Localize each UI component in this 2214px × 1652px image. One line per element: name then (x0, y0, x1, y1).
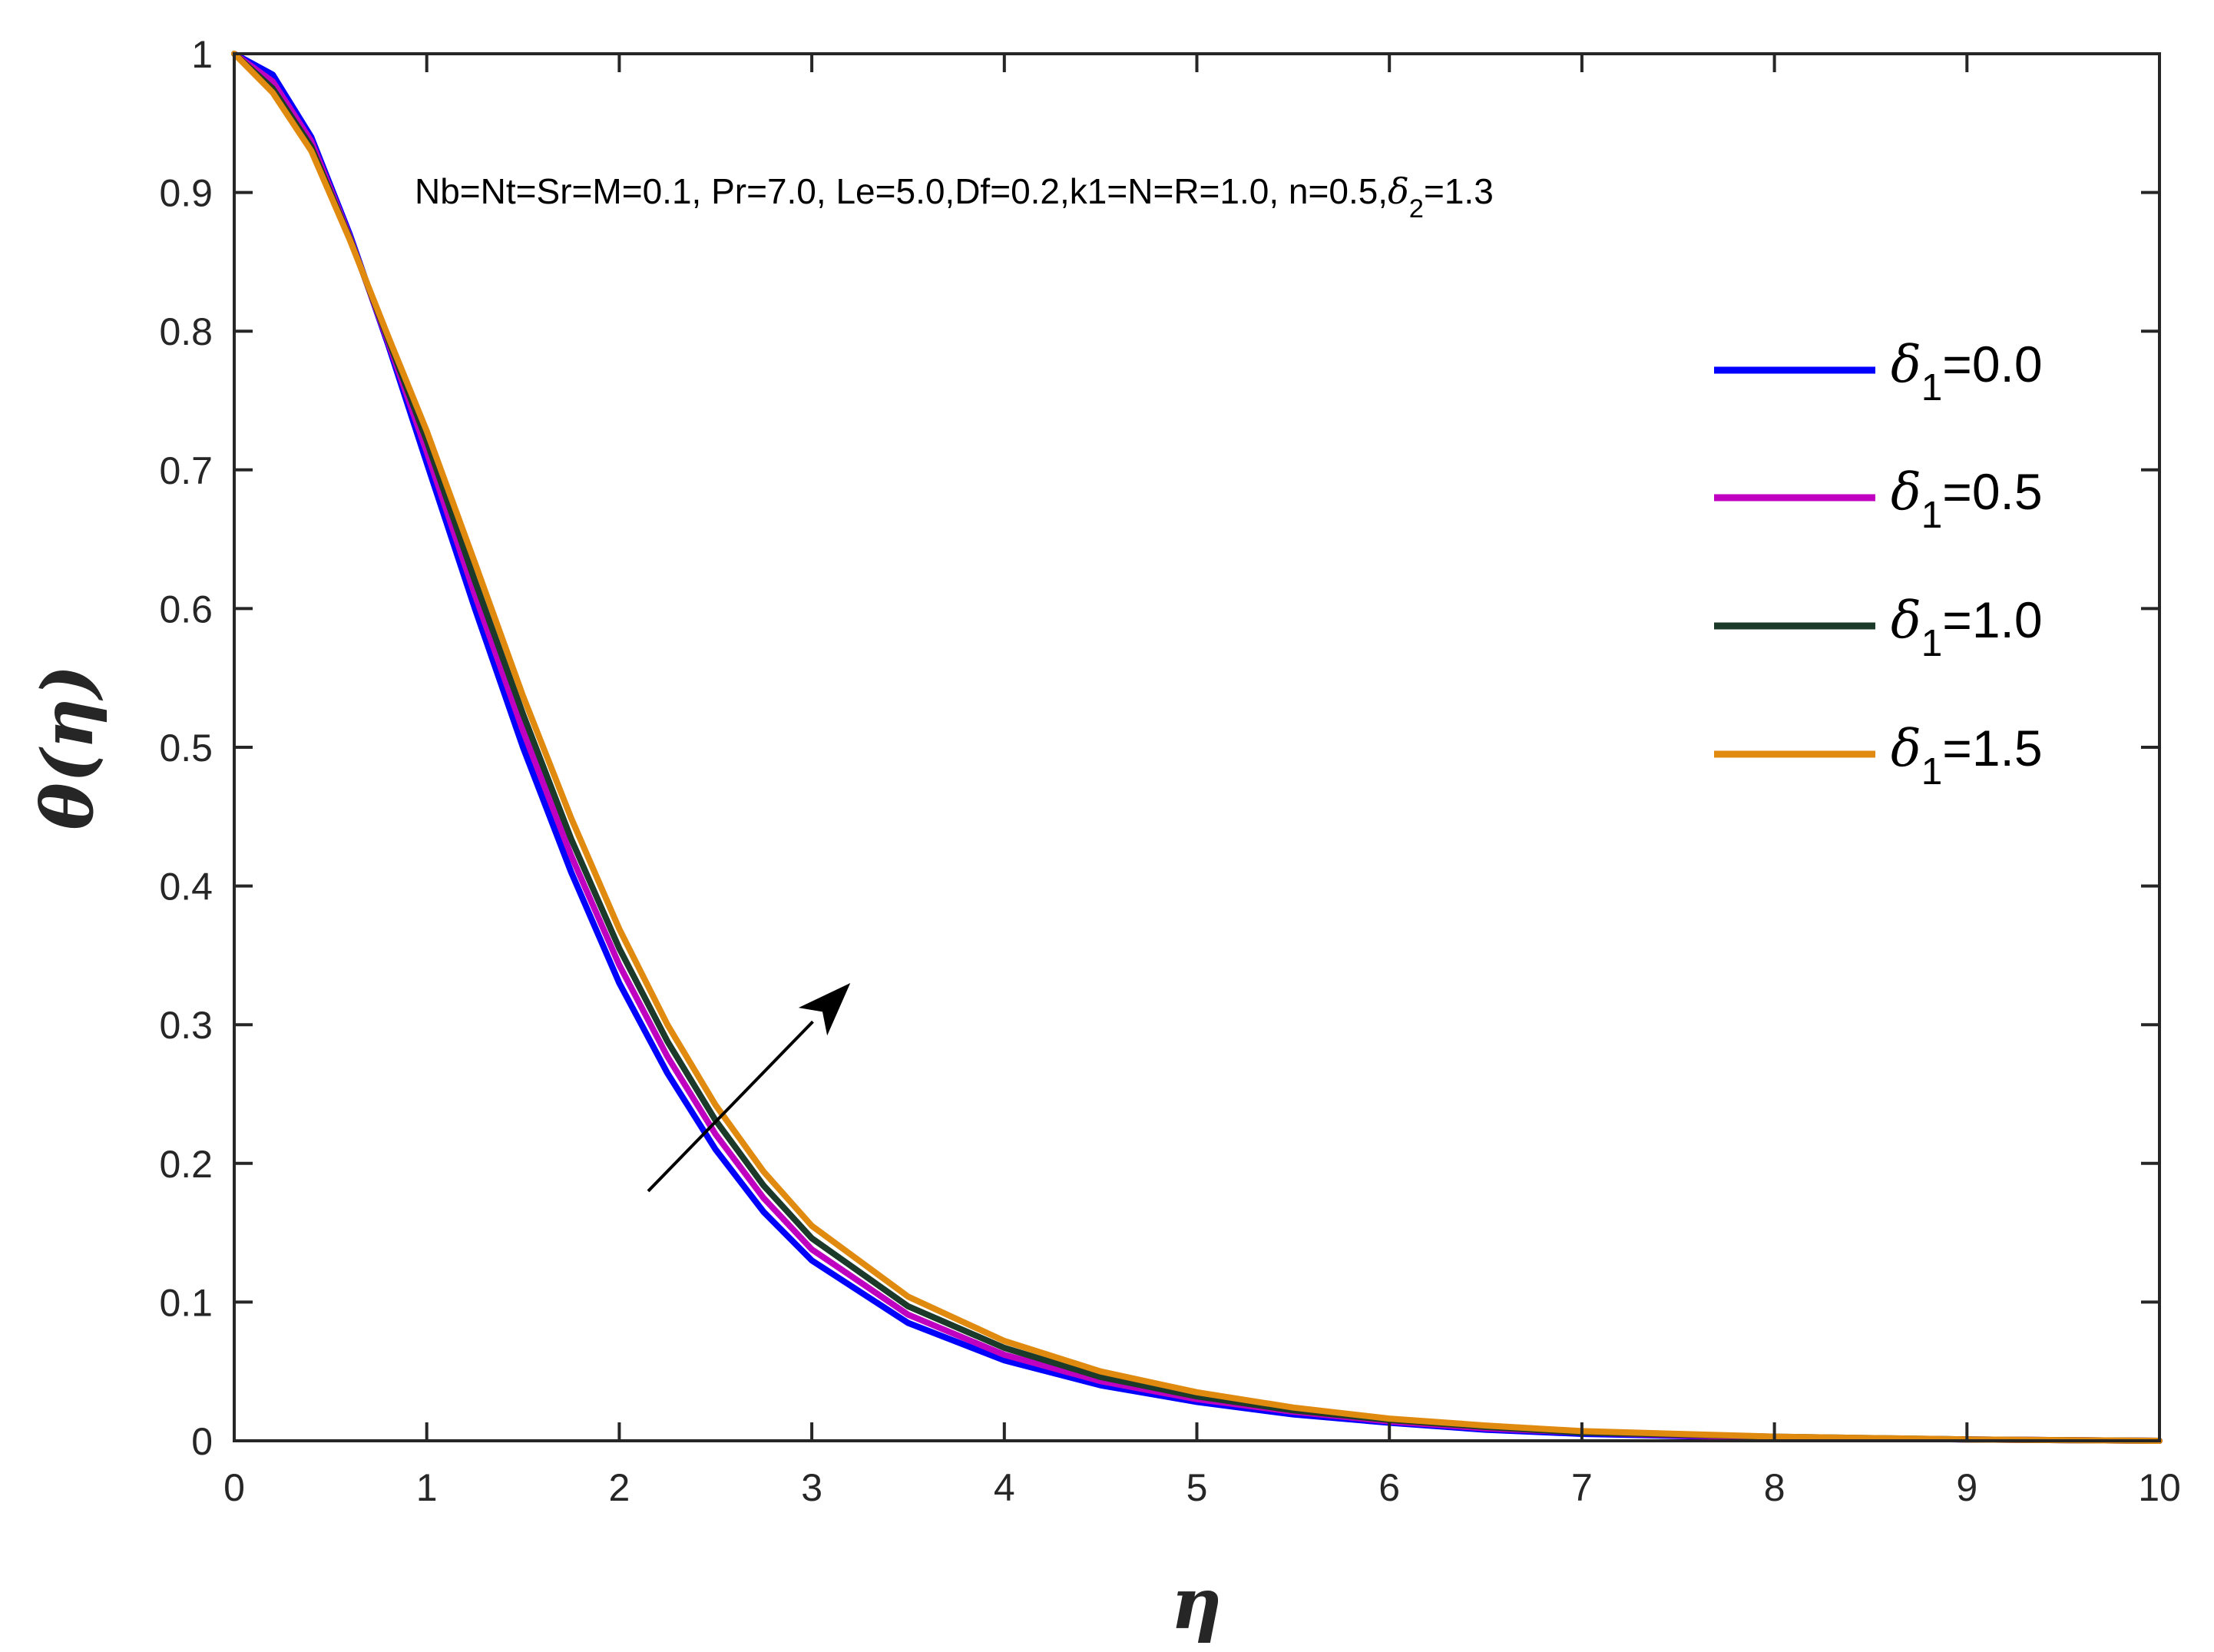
annotation-subscript: 2 (1409, 194, 1424, 223)
series-layer (231, 51, 2163, 1444)
y-tick-label: 0.8 (159, 310, 213, 353)
y-tick-label: 0.4 (159, 866, 213, 909)
y-tick-label: 0 (191, 1420, 213, 1463)
x-tick-label: 1 (416, 1466, 438, 1509)
y-tick-label: 0.3 (159, 1004, 213, 1047)
x-tick-label: 0 (223, 1466, 245, 1509)
y-tick-label: 0.1 (159, 1281, 213, 1324)
trend-arrow (647, 983, 851, 1193)
legend-label-4: δ1=1.5 (1891, 719, 2043, 793)
x-axis-label: η (1171, 1562, 1223, 1645)
y-tick-label: 0.5 (159, 727, 213, 770)
y-axis-ticks: 0 0.1 0.2 0.3 0.4 0.5 0.6 0.7 0.8 0.9 1 (159, 33, 2159, 1463)
x-tick-label: 2 (608, 1466, 630, 1509)
annotation-main: Nb=Nt=Sr=M=0.1, Pr=7.0, Le=5.0,Df=0.2,k1… (415, 171, 1388, 211)
x-tick-label: 7 (1571, 1466, 1593, 1509)
series-line-4 (231, 51, 2163, 1444)
legend-label-2: δ1=0.5 (1891, 462, 2043, 536)
legend-label-1: δ1=0.0 (1891, 335, 2043, 409)
y-tick-label: 1 (191, 33, 213, 76)
legend: δ1=0.0 δ1=0.5 δ1=1.0 δ1=1.5 (1714, 335, 2043, 793)
x-tick-label: 8 (1764, 1466, 1785, 1509)
x-tick-label: 6 (1378, 1466, 1400, 1509)
y-tick-label: 0.2 (159, 1143, 213, 1186)
parameter-annotation: Nb=Nt=Sr=M=0.1, Pr=7.0, Le=5.0,Df=0.2,k1… (415, 170, 1494, 223)
annotation-suffix: =1.3 (1424, 171, 1494, 211)
x-tick-label: 10 (2138, 1466, 2181, 1509)
trend-arrow-shaft (647, 1020, 814, 1193)
x-tick-label: 3 (801, 1466, 822, 1509)
x-tick-label: 4 (994, 1466, 1015, 1509)
y-tick-label: 0.6 (159, 588, 213, 631)
x-tick-label: 9 (1956, 1466, 1977, 1509)
x-axis-ticks: 0 1 2 3 4 5 6 7 8 9 10 (223, 54, 2181, 1509)
legend-label-3: δ1=1.0 (1891, 591, 2043, 664)
trend-arrow-head (798, 983, 851, 1036)
x-tick-label: 5 (1186, 1466, 1208, 1509)
annotation-symbol: δ (1388, 170, 1409, 212)
y-tick-label: 0.7 (159, 449, 213, 492)
y-tick-label: 0.9 (159, 172, 213, 215)
y-axis-label: θ(η) (26, 664, 109, 829)
